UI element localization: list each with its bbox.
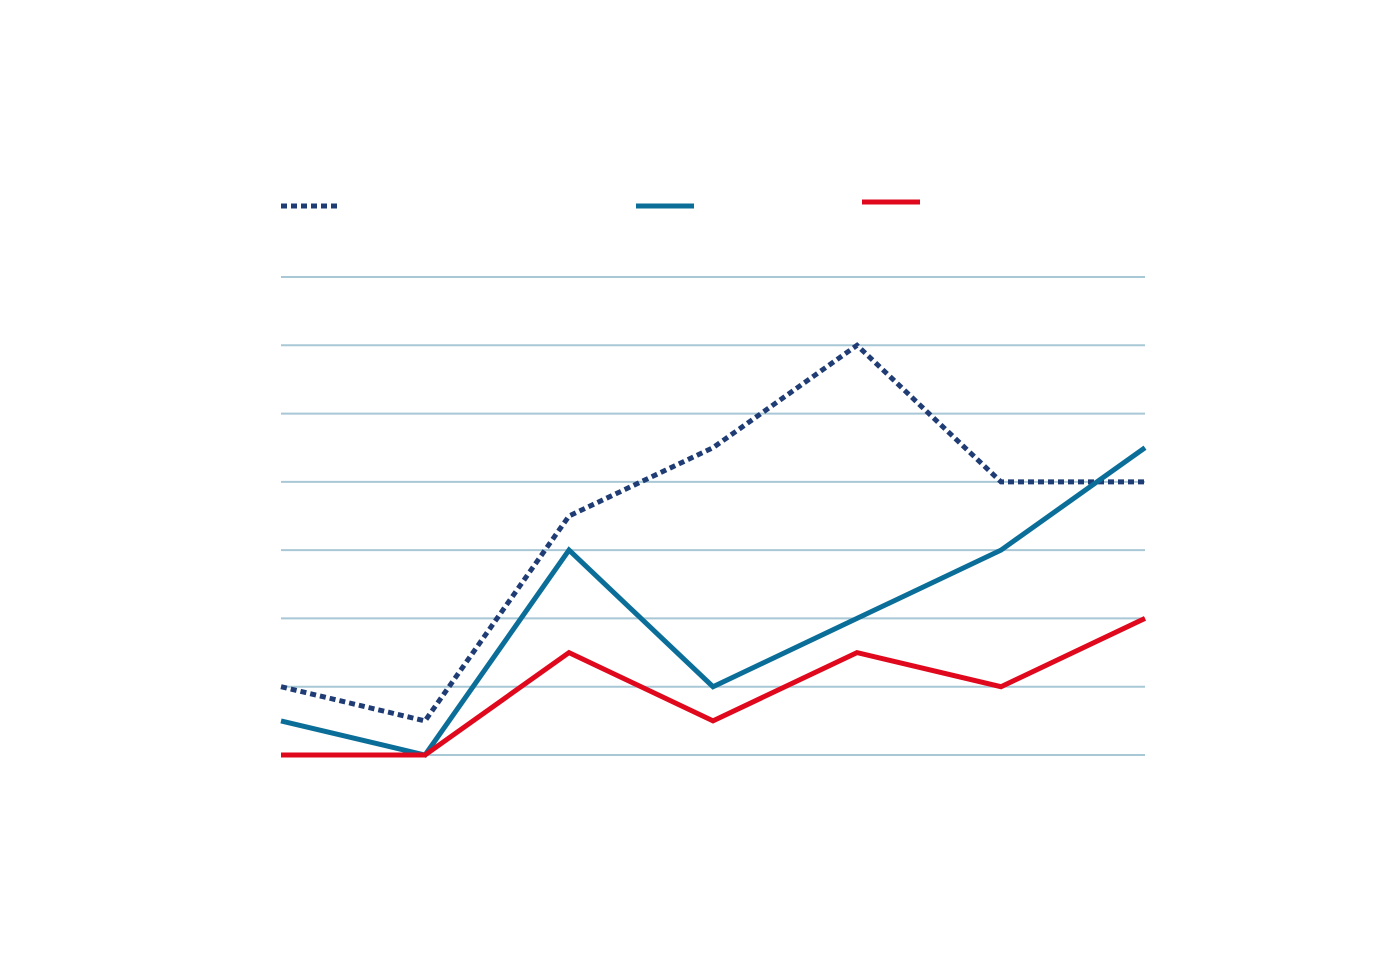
- series-line-1: [280, 342, 1145, 724]
- series-lines: [280, 342, 1147, 758]
- series-line-3: [281, 616, 1147, 758]
- series-line-2: [280, 445, 1147, 758]
- gridlines: [281, 276, 1145, 756]
- legend: [281, 199, 920, 209]
